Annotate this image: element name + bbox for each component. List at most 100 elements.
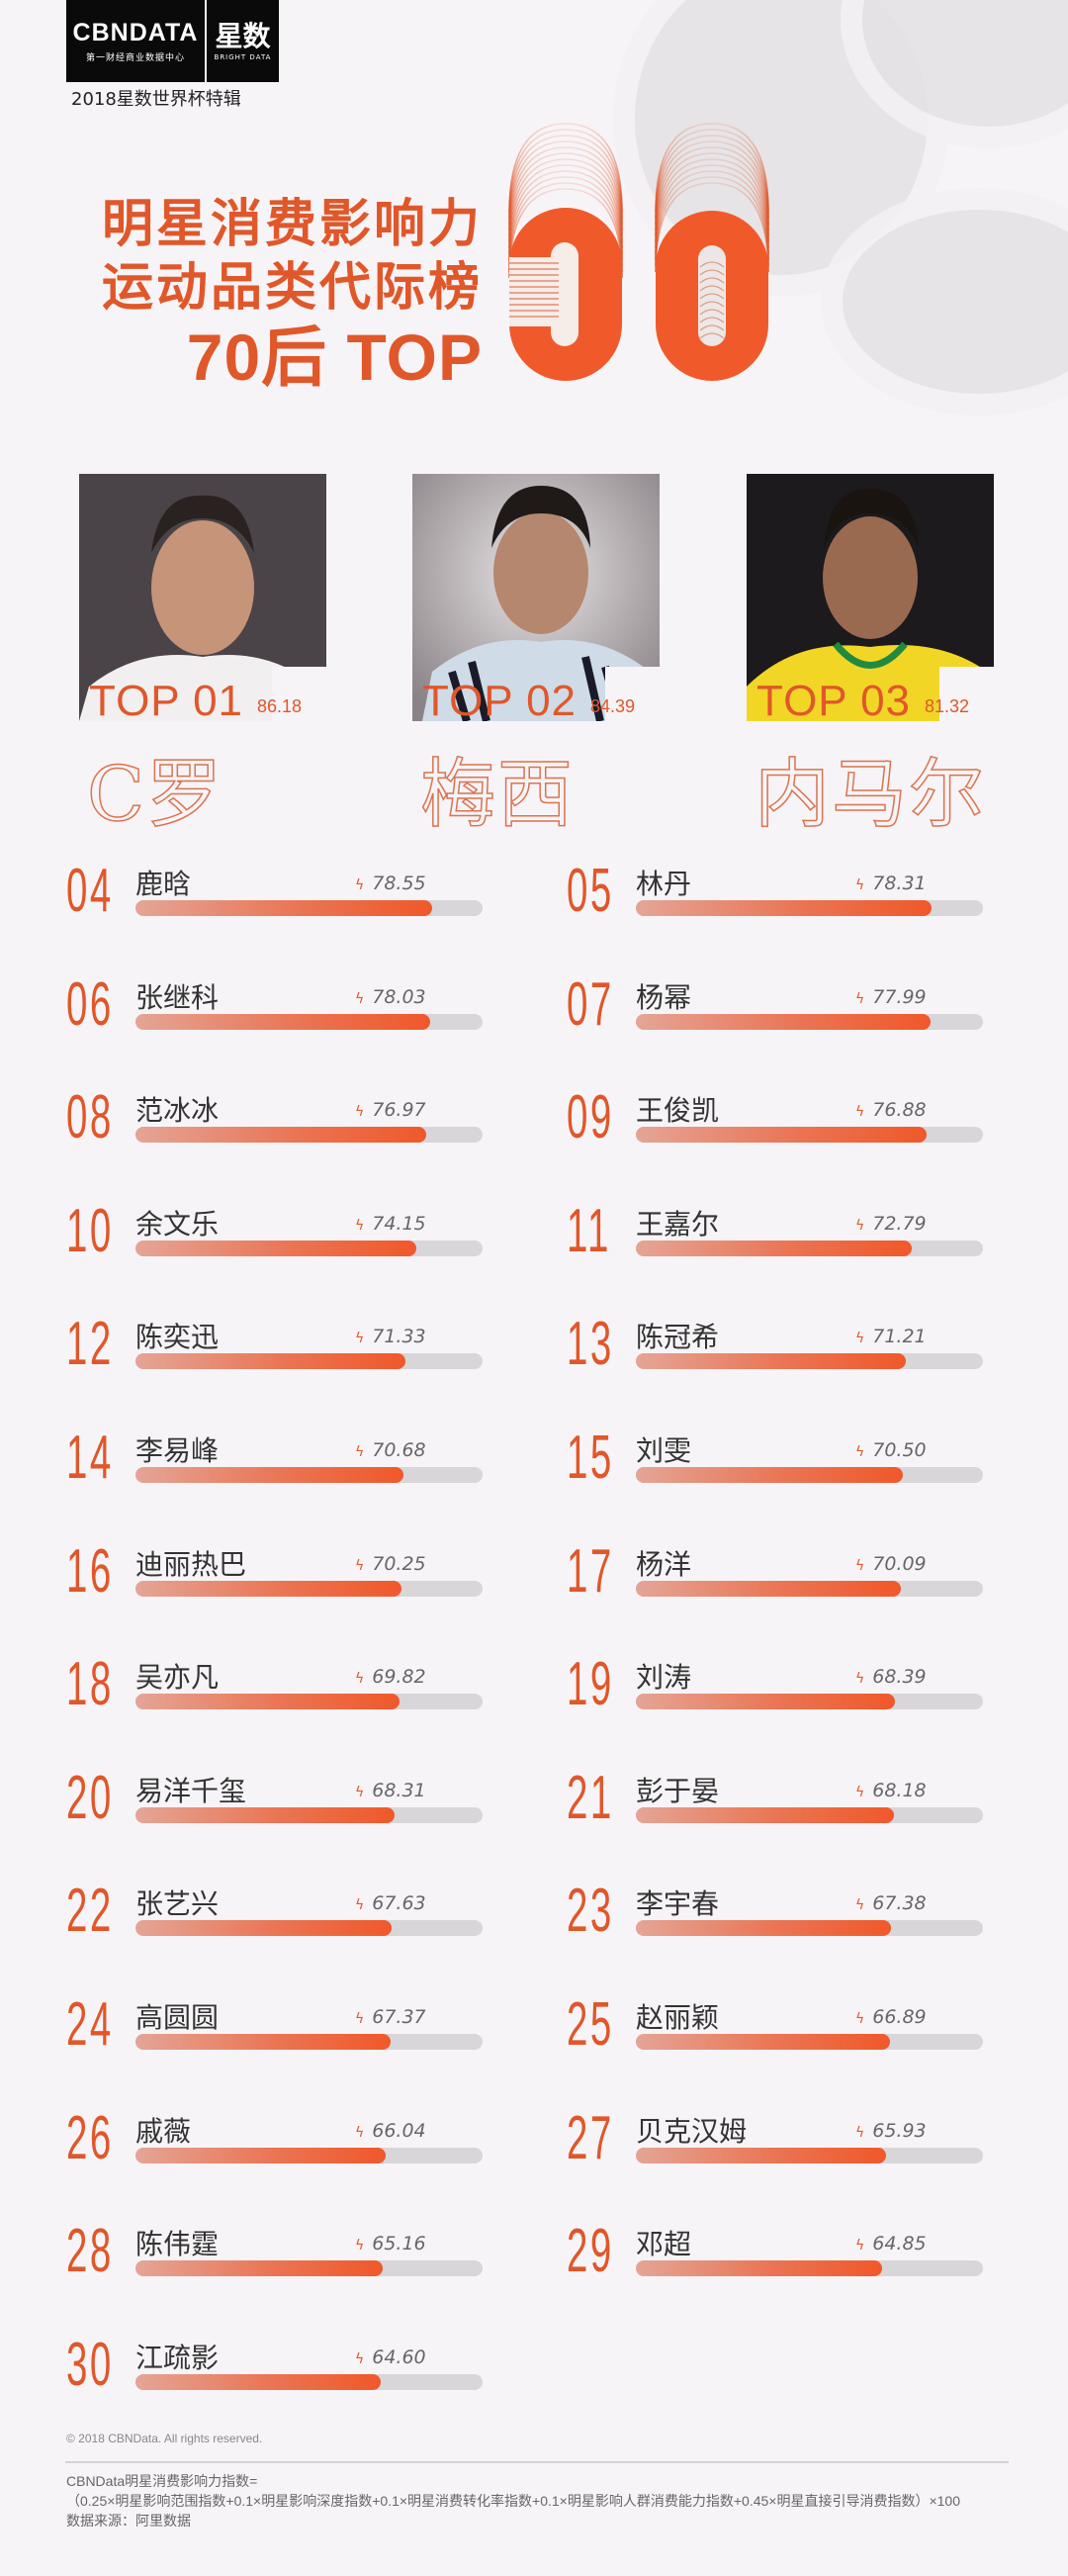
celebrity-name: 鹿晗 xyxy=(135,868,192,900)
score-bar-fill xyxy=(636,1127,927,1144)
score-bar-fill xyxy=(135,1127,427,1144)
score-value: 76.88 xyxy=(872,1099,927,1122)
celebrity-name: 江疏影 xyxy=(135,2341,220,2374)
rank-number: 19 xyxy=(567,1650,614,1719)
lightning-icon: ϟ xyxy=(355,1444,365,1460)
celebrity-name: 赵丽颖 xyxy=(636,2001,720,2034)
score-label: ϟ 76.88 xyxy=(855,1099,927,1121)
lightning-icon: ϟ xyxy=(855,990,865,1007)
score-value: 78.55 xyxy=(372,873,426,894)
logo-star: 星数 xyxy=(215,19,271,52)
score-bar-track xyxy=(135,1240,483,1256)
ranking-row: 17 杨洋 ϟ 70.09 xyxy=(567,1540,1012,1612)
score-value: 68.31 xyxy=(372,1779,426,1801)
celebrity-name: 王俊凯 xyxy=(636,1094,720,1128)
celebrity-name: 余文乐 xyxy=(135,1207,220,1241)
copyright: © 2018 CBNData. All rights reserved. xyxy=(66,2432,263,2445)
score-label: ϟ 67.37 xyxy=(355,2006,426,2028)
score-value: 68.39 xyxy=(872,1666,927,1689)
score-label: ϟ 65.93 xyxy=(855,2120,927,2142)
celebrity-name: 张艺兴 xyxy=(135,1887,220,1921)
lightning-icon: ϟ xyxy=(855,1444,865,1460)
score-bar-track xyxy=(135,2373,483,2390)
score-value: 72.79 xyxy=(872,1212,927,1235)
score-value: 66.89 xyxy=(872,2006,927,2028)
lightning-icon: ϟ xyxy=(855,1217,865,1234)
rank-number: 16 xyxy=(66,1536,114,1606)
rank-number: 14 xyxy=(66,1424,114,1492)
rank-number: 22 xyxy=(66,1877,114,1946)
ranking-row: 26 戚薇 ϟ 66.04 xyxy=(66,2107,511,2179)
logo-star-subtitle: BRIGHT DATA xyxy=(214,52,272,61)
score-value: 65.16 xyxy=(372,2233,426,2255)
celebrity-name: 彭于晏 xyxy=(636,1774,720,1807)
lightning-icon: ϟ xyxy=(355,2124,365,2141)
ranking-row: 08 范冰冰 ϟ 76.97 xyxy=(66,1087,511,1158)
ranking-row: 27 贝克汉姆 ϟ 65.93 xyxy=(567,2107,1012,2179)
rank-number: 04 xyxy=(66,857,114,925)
celebrity-name: 刘涛 xyxy=(636,1661,692,1695)
lightning-icon: ϟ xyxy=(855,2238,865,2254)
celebrity-name: 贝克汉姆 xyxy=(636,2114,748,2148)
score-label: ϟ 65.16 xyxy=(355,2233,426,2254)
rank-number: 15 xyxy=(567,1424,614,1492)
lightning-icon: ϟ xyxy=(355,2011,365,2027)
top-player-name: 内马尔 xyxy=(754,749,986,839)
celebrity-name: 高圆圆 xyxy=(135,2001,220,2034)
ranking-row: 21 彭于晏 ϟ 68.18 xyxy=(567,1763,1012,1839)
score-bar-fill xyxy=(135,1240,416,1256)
ranking-row: 16 迪丽热巴 ϟ 70.25 xyxy=(66,1536,511,1612)
top3-card-1: TOP 01 86.18 C罗 xyxy=(79,474,336,839)
ranking-row: 19 刘涛 ϟ 68.39 xyxy=(567,1650,1012,1725)
celebrity-name: 陈伟霆 xyxy=(135,2228,220,2261)
ranking-row: 24 高圆圆 ϟ 67.37 xyxy=(66,1994,511,2066)
celebrity-name: 杨幂 xyxy=(636,980,692,1014)
lightning-icon: ϟ xyxy=(355,877,365,893)
lightning-icon: ϟ xyxy=(355,1104,365,1121)
top-rank-label: TOP 01 xyxy=(89,677,244,725)
celebrity-name: 刘雯 xyxy=(636,1434,692,1467)
score-bar-track xyxy=(135,1580,483,1597)
rank-number: 20 xyxy=(66,1763,114,1832)
ranking-row: 20 易洋千玺 ϟ 68.31 xyxy=(66,1763,511,1839)
title-line-2: 运动品类代际榜 xyxy=(101,258,483,318)
celebrity-name: 迪丽热巴 xyxy=(135,1547,247,1581)
score-value: 71.33 xyxy=(372,1326,426,1348)
celebrity-name: 张继科 xyxy=(135,980,220,1014)
formula-title: CBNData明星消费影响力指数= xyxy=(66,2473,258,2489)
score-bar-fill xyxy=(636,900,933,916)
score-bar-track xyxy=(636,1467,983,1483)
score-bar-fill xyxy=(135,1580,401,1597)
score-bar-track xyxy=(636,900,983,916)
score-value: 70.50 xyxy=(872,1439,927,1461)
ranking-row: 25 赵丽颖 ϟ 66.89 xyxy=(567,1994,1012,2066)
score-bar-fill xyxy=(135,2260,383,2277)
ranking-row: 14 李易峰 ϟ 70.68 xyxy=(66,1424,511,1499)
top3-card-2: TOP 02 84.39 梅西 xyxy=(412,474,669,839)
score-label: ϟ 70.50 xyxy=(855,1439,927,1461)
lightning-icon: ϟ xyxy=(355,990,365,1007)
lightning-icon: ϟ xyxy=(855,2011,865,2027)
celebrity-name: 吴亦凡 xyxy=(135,1661,220,1695)
title-line-1: 明星消费影响力 xyxy=(101,195,483,254)
score-value: 69.82 xyxy=(372,1666,426,1689)
rank-number: 29 xyxy=(567,2217,614,2286)
rank-number: 21 xyxy=(567,1763,614,1832)
lightning-icon: ϟ xyxy=(855,877,865,893)
score-bar-fill xyxy=(636,1240,912,1256)
score-value: 70.25 xyxy=(372,1552,426,1575)
top3-card-3: TOP 03 81.32 内马尔 xyxy=(747,474,1004,839)
top-player-name: 梅西 xyxy=(419,749,575,839)
score-bar-track xyxy=(636,2260,983,2277)
rank-number: 23 xyxy=(567,1877,614,1946)
score-bar-fill xyxy=(135,1806,395,1823)
photo-corner-cutout xyxy=(272,667,326,721)
score-label: ϟ 78.31 xyxy=(855,873,927,894)
score-value: 64.60 xyxy=(372,2346,426,2368)
celebrity-name: 易洋千玺 xyxy=(135,1774,247,1807)
celebrity-name: 王嘉尔 xyxy=(636,1207,720,1241)
ranking-row: 11 王嘉尔 ϟ 72.79 xyxy=(567,1200,1012,1272)
score-value: 71.21 xyxy=(872,1326,927,1348)
score-bar-track xyxy=(636,1806,983,1823)
score-value: 64.85 xyxy=(872,2233,927,2255)
